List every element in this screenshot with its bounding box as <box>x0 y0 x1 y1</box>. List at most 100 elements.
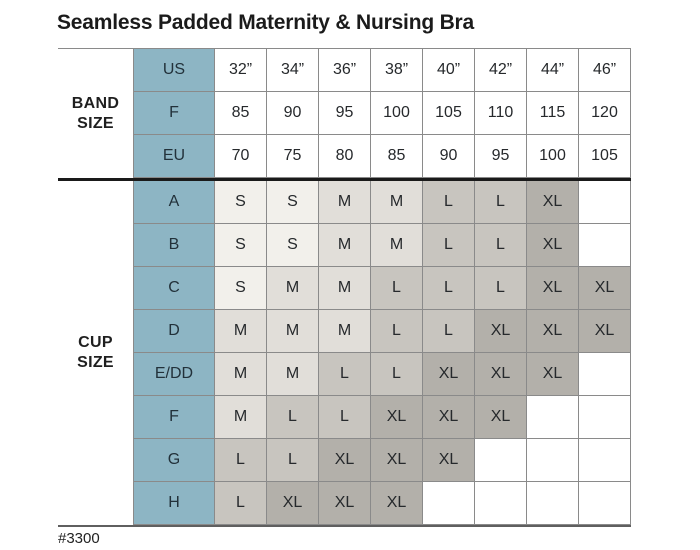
size-cell: XL <box>423 353 475 396</box>
band-value-cell: 95 <box>475 135 527 178</box>
size-cell: XL <box>527 224 579 267</box>
band-value-cell: 40” <box>423 49 475 92</box>
band-value-cell: 70 <box>215 135 267 178</box>
size-cell: M <box>319 181 371 224</box>
band-value-cell: 105 <box>423 92 475 135</box>
row-label-cell: F <box>133 92 215 135</box>
band-value-cell: 100 <box>527 135 579 178</box>
size-cell <box>579 482 631 525</box>
size-cell: XL <box>527 267 579 310</box>
size-cell: M <box>267 353 319 396</box>
band-value-cell: 90 <box>423 135 475 178</box>
size-cell: L <box>319 353 371 396</box>
page-title: Seamless Padded Maternity & Nursing Bra <box>57 11 474 34</box>
size-cell: XL <box>579 267 631 310</box>
size-cell: L <box>371 310 423 353</box>
row-label-cell: E/DD <box>133 353 215 396</box>
table-row: G L L XL XL XL <box>133 439 631 482</box>
table-row: F M L L XL XL XL <box>133 396 631 439</box>
size-cell: M <box>371 181 423 224</box>
size-cell: XL <box>423 439 475 482</box>
size-cell <box>579 396 631 439</box>
row-label-cell: EU <box>133 135 215 178</box>
band-value-cell: 95 <box>319 92 371 135</box>
size-cell: L <box>423 181 475 224</box>
size-cell <box>579 439 631 482</box>
size-cell: S <box>215 267 267 310</box>
size-cell: L <box>475 267 527 310</box>
band-value-cell: 85 <box>215 92 267 135</box>
table-row: H L XL XL XL <box>133 482 631 525</box>
band-value-cell: 100 <box>371 92 423 135</box>
size-cell: M <box>215 353 267 396</box>
size-cell: XL <box>371 482 423 525</box>
row-label-cell: G <box>133 439 215 482</box>
size-cell: L <box>371 267 423 310</box>
size-cell: L <box>215 482 267 525</box>
size-cell: M <box>267 310 319 353</box>
size-cell: S <box>215 224 267 267</box>
size-cell <box>475 439 527 482</box>
table-row: D M M M L L XL XL XL <box>133 310 631 353</box>
size-cell: L <box>423 267 475 310</box>
size-cell: M <box>267 267 319 310</box>
band-value-cell: 120 <box>579 92 631 135</box>
band-value-cell: 46” <box>579 49 631 92</box>
band-size-section: US 32” 34” 36” 38” 40” 42” 44” 46” F 85 90 95 100 105 1… <box>133 49 631 178</box>
row-label-cell: F <box>133 396 215 439</box>
cup-size-label: CUP SIZE <box>77 334 114 371</box>
size-cell: XL <box>371 396 423 439</box>
row-label-cell: A <box>133 181 215 224</box>
band-value-cell: 44” <box>527 49 579 92</box>
size-cell: S <box>215 181 267 224</box>
band-size-label: BAND SIZE <box>71 94 120 132</box>
band-value-cell: 115 <box>527 92 579 135</box>
size-cell: XL <box>319 439 371 482</box>
size-cell: XL <box>267 482 319 525</box>
size-cell: S <box>267 224 319 267</box>
size-cell <box>527 482 579 525</box>
style-number: #3300 <box>58 530 100 547</box>
size-cell: XL <box>423 396 475 439</box>
size-cell <box>579 181 631 224</box>
size-cell: XL <box>371 439 423 482</box>
size-cell: L <box>267 396 319 439</box>
band-value-cell: 34” <box>267 49 319 92</box>
row-label-cell: B <box>133 224 215 267</box>
table-row: EU 70 75 80 85 90 95 100 105 <box>133 135 631 178</box>
band-value-cell: 110 <box>475 92 527 135</box>
table-row: E/DD M M L L XL XL XL <box>133 353 631 396</box>
size-cell: XL <box>527 310 579 353</box>
table-row: C S M M L L L XL XL <box>133 267 631 310</box>
size-cell: XL <box>475 310 527 353</box>
size-cell: L <box>475 224 527 267</box>
size-table: BAND SIZE CUP SIZE US 32” 34” 36” 38” 40” 42” 4… <box>58 48 631 527</box>
band-value-cell: 80 <box>319 135 371 178</box>
size-cell: L <box>371 353 423 396</box>
size-cell: XL <box>527 353 579 396</box>
row-label-cell: H <box>133 482 215 525</box>
band-value-cell: 85 <box>371 135 423 178</box>
size-cell: L <box>267 439 319 482</box>
size-cell <box>475 482 527 525</box>
size-cell: M <box>319 310 371 353</box>
section-divider <box>58 178 631 181</box>
size-cell: M <box>215 310 267 353</box>
size-cell: L <box>423 224 475 267</box>
size-cell: XL <box>527 181 579 224</box>
size-cell: XL <box>319 482 371 525</box>
band-value-cell: 90 <box>267 92 319 135</box>
band-value-cell: 32” <box>215 49 267 92</box>
size-cell <box>579 353 631 396</box>
size-cell: S <box>267 181 319 224</box>
size-cell: L <box>475 181 527 224</box>
size-cell: L <box>215 439 267 482</box>
band-value-cell: 105 <box>579 135 631 178</box>
table-row: US 32” 34” 36” 38” 40” 42” 44” 46” <box>133 49 631 92</box>
size-cell: M <box>319 224 371 267</box>
row-label-cell: C <box>133 267 215 310</box>
size-cell <box>423 482 475 525</box>
table-row: A S S M M L L XL <box>133 181 631 224</box>
size-cell: XL <box>475 396 527 439</box>
table-row: B S S M M L L XL <box>133 224 631 267</box>
